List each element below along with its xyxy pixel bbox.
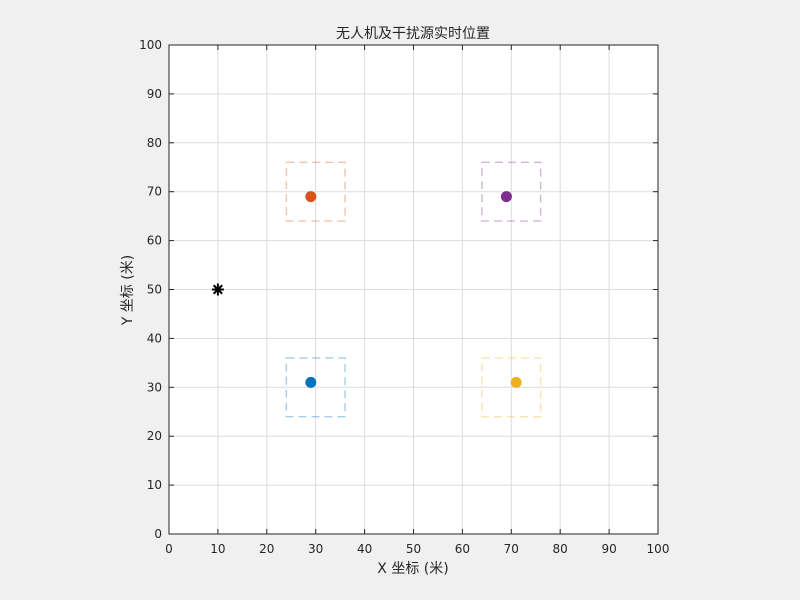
- x-tick-label: 0: [165, 542, 173, 556]
- x-tick-label: 20: [259, 542, 274, 556]
- y-tick-label: 80: [147, 136, 162, 150]
- jammer-marker: [211, 283, 224, 296]
- drone-range-box-2: [285, 161, 346, 222]
- y-tick-label: 10: [147, 478, 162, 492]
- chart-title: 无人机及干扰源实时位置: [336, 26, 490, 42]
- drone-point-1: [305, 376, 317, 388]
- drone-point-3: [510, 376, 522, 388]
- jammer-stroke: [212, 284, 223, 295]
- y-tick-label: 70: [147, 185, 162, 199]
- y-tick-label: 60: [147, 234, 162, 248]
- x-tick-label: 40: [357, 542, 372, 556]
- drone-range-box-3: [481, 357, 542, 418]
- drone-range-box-1: [285, 357, 346, 418]
- y-tick-label: 50: [147, 283, 162, 297]
- x-tick-label: 80: [553, 542, 568, 556]
- y-axis-label: Y 坐标 (米): [120, 255, 136, 326]
- data-points: [211, 191, 522, 388]
- x-tick-label: 50: [406, 542, 421, 556]
- drone-range-boxes: [285, 161, 542, 418]
- y-tick-label: 40: [147, 331, 162, 345]
- drone-range-box-4: [481, 161, 542, 222]
- x-tick-label: 60: [455, 542, 470, 556]
- x-tick-label: 10: [210, 542, 225, 556]
- x-tick-label: 70: [504, 542, 519, 556]
- drone-point-2: [305, 191, 317, 203]
- drone-point-4: [500, 191, 512, 203]
- x-tick-label: 30: [308, 542, 323, 556]
- axis-ticks: 0 10 20 30 40 50 60 70 80 90 100 0 10 20 30 40 50 60 70 80 9…: [139, 38, 669, 556]
- y-tick-label: 100: [139, 38, 162, 52]
- y-tick-label: 20: [147, 429, 162, 443]
- x-axis-label: X 坐标 (米): [377, 561, 448, 577]
- y-tick-label: 0: [154, 527, 162, 541]
- x-tick-label: 100: [647, 542, 670, 556]
- y-tick-label: 90: [147, 87, 162, 101]
- x-tick-label: 90: [601, 542, 616, 556]
- y-tick-label: 30: [147, 380, 162, 394]
